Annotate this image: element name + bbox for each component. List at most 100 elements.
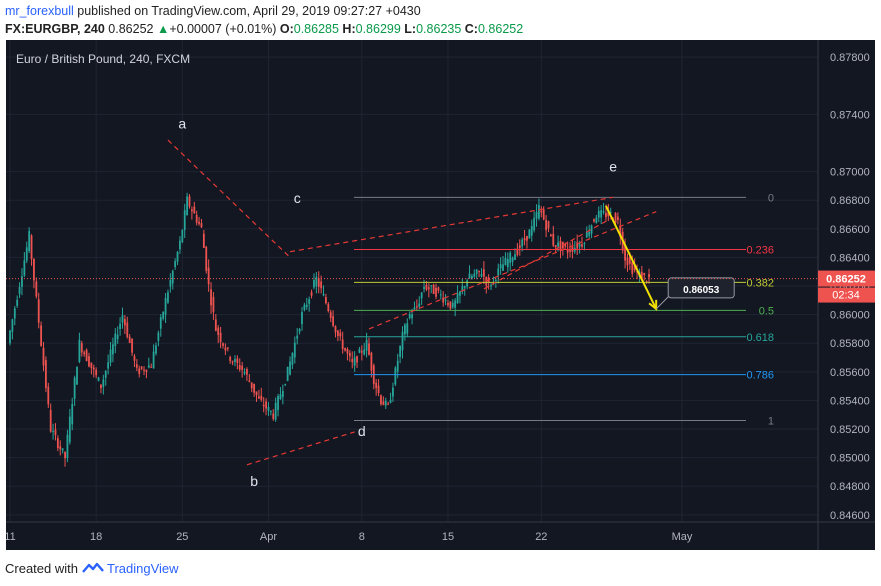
candle-body (334, 326, 337, 333)
candle-body (157, 332, 160, 341)
candle-body (25, 247, 28, 261)
candle-body (576, 242, 579, 249)
fib-level-label: 0 (768, 192, 774, 204)
candle-body (425, 284, 428, 290)
candle-body (265, 401, 267, 409)
candle-body (212, 296, 215, 313)
candle-body (73, 377, 76, 399)
time-axis[interactable]: 11 18 25 Apr 8 15 22 May (6, 531, 693, 543)
author-username[interactable]: mr_forexbull (5, 4, 74, 18)
candle-body (277, 395, 279, 411)
footer: Created with TradingView (5, 561, 179, 576)
candle-body (114, 333, 117, 346)
candle-body (21, 276, 23, 287)
candle-body (305, 304, 308, 307)
price-tick-label: 0.86800 (830, 195, 870, 207)
countdown-tag (818, 287, 875, 303)
candle-body (499, 264, 502, 269)
candle-body (317, 278, 320, 287)
candle-body (631, 262, 634, 274)
time-tick-label: 22 (535, 531, 547, 543)
candle-body (415, 306, 418, 308)
candle-body (418, 303, 421, 307)
candle-body (219, 332, 222, 343)
candle-body (549, 234, 552, 237)
candle-body (633, 265, 636, 271)
candle-body (439, 294, 442, 296)
trendline-drawings[interactable] (167, 139, 657, 466)
time-tick-label: 11 (6, 531, 16, 543)
candle-body (648, 273, 650, 278)
candle-body (605, 212, 607, 218)
candle-body (535, 212, 538, 219)
trendline (483, 216, 614, 290)
candle-body (68, 416, 71, 443)
candle-body (59, 446, 62, 450)
candle-body (447, 302, 449, 306)
current-price-label: 0.86252 (826, 274, 866, 286)
price-tick-label: 0.87400 (830, 109, 870, 121)
candle-body (205, 246, 208, 271)
candle-body (437, 287, 440, 291)
candle-body (404, 324, 406, 335)
candle-body (423, 286, 425, 289)
candle-body (13, 308, 16, 319)
candle-body (538, 204, 540, 219)
open-label: O: (279, 22, 294, 36)
tradingview-brand[interactable]: TradingView (107, 561, 179, 576)
candle-body (468, 273, 471, 279)
candle-body (176, 251, 179, 262)
candle-body (159, 317, 162, 329)
forecast-arrow[interactable]: 0.86053 (605, 205, 735, 311)
candle-body (348, 353, 351, 357)
candle-body (112, 344, 114, 355)
candle-body (131, 338, 133, 353)
candle-body (83, 352, 86, 355)
candle-body (226, 347, 229, 349)
candle-body (274, 402, 277, 420)
candle-body (54, 429, 57, 435)
candle-body (389, 399, 392, 403)
candle-body (18, 287, 21, 294)
candle-body (643, 273, 646, 276)
candle-body (147, 365, 150, 368)
current-price-tag (818, 270, 875, 287)
candle-body (456, 293, 459, 303)
fib-level-label: 0.618 (746, 332, 774, 344)
price-tick-label: 0.85200 (830, 424, 870, 436)
candle-body (607, 210, 610, 217)
price-chart[interactable]: 0.87800 0.87400 0.87000 0.86800 0.86600 0.864… (6, 40, 875, 550)
tradingview-logo-icon (81, 561, 107, 576)
candle-body (135, 364, 138, 368)
candle-body (207, 267, 210, 285)
candle-body (406, 323, 409, 334)
close-value: 0.86252 (477, 22, 524, 36)
candle-body (95, 369, 98, 376)
candle-body (511, 257, 514, 262)
candle-body (329, 312, 332, 318)
candle-body (49, 409, 52, 432)
candle-body (384, 400, 387, 406)
candle-body (375, 382, 378, 389)
candle-body (30, 235, 33, 260)
fib-level-label: 0.786 (746, 370, 774, 382)
candle-body (164, 298, 167, 315)
time-tick-label: Apr (260, 531, 277, 543)
candle-body (286, 366, 289, 382)
fib-level-label: 0.382 (746, 277, 774, 289)
candle-body (260, 395, 263, 400)
candle-body (360, 351, 363, 353)
candle-body (56, 438, 59, 449)
candle-body (497, 268, 500, 276)
candle-body (377, 385, 380, 394)
candlestick-series (9, 192, 650, 467)
price-tick-label: 0.85800 (830, 338, 870, 350)
candle-body (614, 213, 617, 223)
candle-body (281, 391, 284, 397)
price-tick-label: 0.87000 (830, 167, 870, 179)
candle-body (71, 403, 74, 425)
candle-body (628, 256, 631, 264)
candle-body (547, 221, 550, 229)
candle-body (609, 211, 612, 213)
candle-body (92, 367, 95, 370)
